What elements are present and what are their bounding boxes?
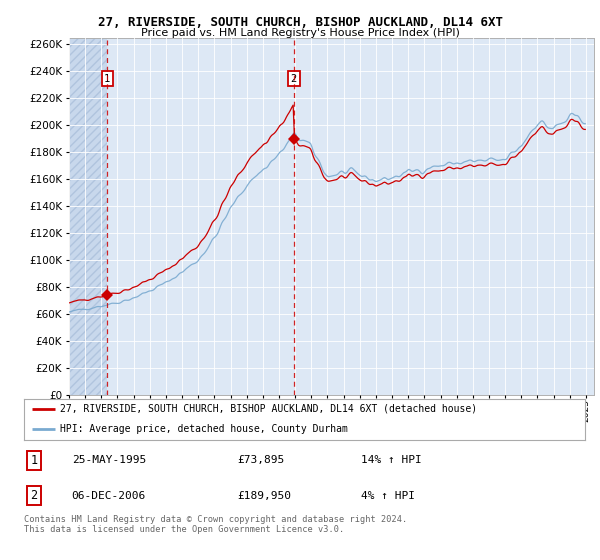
Text: 25-MAY-1995: 25-MAY-1995 [71,455,146,465]
Bar [69,38,107,395]
Text: 4% ↑ HPI: 4% ↑ HPI [361,491,415,501]
Text: HPI: Average price, detached house, County Durham: HPI: Average price, detached house, Coun… [61,424,349,435]
Text: 14% ↑ HPI: 14% ↑ HPI [361,455,421,465]
Text: 2: 2 [31,489,38,502]
Text: Contains HM Land Registry data © Crown copyright and database right 2024.
This d: Contains HM Land Registry data © Crown c… [24,515,407,534]
Text: 1: 1 [104,73,110,83]
Text: 1: 1 [31,454,38,467]
Text: £189,950: £189,950 [237,491,291,501]
Text: Price paid vs. HM Land Registry's House Price Index (HPI): Price paid vs. HM Land Registry's House … [140,28,460,38]
Text: 27, RIVERSIDE, SOUTH CHURCH, BISHOP AUCKLAND, DL14 6XT (detached house): 27, RIVERSIDE, SOUTH CHURCH, BISHOP AUCK… [61,404,478,414]
Text: 06-DEC-2006: 06-DEC-2006 [71,491,146,501]
Text: 27, RIVERSIDE, SOUTH CHURCH, BISHOP AUCKLAND, DL14 6XT: 27, RIVERSIDE, SOUTH CHURCH, BISHOP AUCK… [97,16,503,29]
Text: 2: 2 [291,73,297,83]
Text: £73,895: £73,895 [237,455,284,465]
